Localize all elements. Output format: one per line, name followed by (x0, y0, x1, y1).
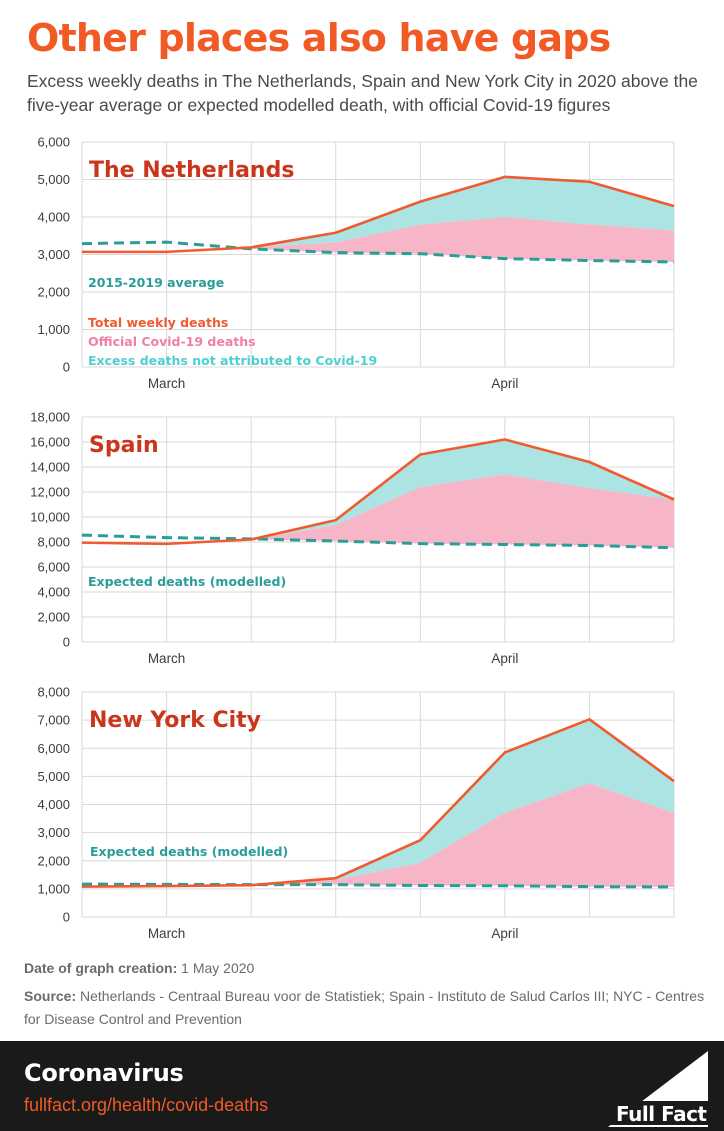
panel-title-new-york-city: New York City (89, 708, 261, 733)
graph-date-value: 1 May 2020 (181, 960, 255, 976)
y-tick-label: 6,000 (37, 135, 70, 150)
legend-label: Expected deaths (modelled) (90, 844, 288, 859)
covid-area-new-york-city (82, 783, 674, 887)
chart-new-york-city: 0 1,000 2,000 3,000 4,000 5,000 6,000 7,000 8,00… (0, 680, 724, 950)
legend-label: 2015-2019 average (88, 275, 224, 290)
page-subtitle: Excess weekly deaths in The Netherlands,… (27, 71, 698, 115)
panel-title-spain: Spain (89, 433, 159, 458)
legend-label: Excess deaths not attributed to Covid-19 (88, 353, 377, 368)
source-label: Source: (24, 988, 77, 1004)
y-tick-label: 8,000 (37, 685, 70, 700)
source-note: Source: Netherlands - Centraal Bureau vo… (24, 985, 714, 1031)
total-line-spain (81, 438, 675, 546)
logo-text: Full Fact (616, 1102, 707, 1126)
panel-title-the-netherlands: The Netherlands (89, 158, 294, 183)
y-tick-label: 12,000 (30, 485, 70, 500)
source-text: Netherlands - Centraal Bureau voor de St… (24, 988, 705, 1027)
footer-topic: Coronavirus (24, 1059, 184, 1087)
y-tick-label: 6,000 (37, 741, 70, 756)
y-tick-label: 0 (63, 910, 70, 925)
chart-netherlands: 0 1,000 2,000 3,000 4,000 5,000 6,000 March Apri… (0, 130, 724, 400)
baseline-line-the-netherlands (81, 240, 675, 264)
total-line-the-netherlands (82, 175, 675, 254)
excess-area-spain (82, 439, 674, 544)
y-tick-label: 2,000 (37, 853, 70, 868)
total-line-new-york-city (81, 717, 675, 888)
x-tick-label: March (148, 651, 186, 666)
y-tick-label: 2,000 (37, 610, 70, 625)
page-title: Other places also have gaps (27, 16, 611, 60)
y-tick-label: 4,000 (37, 210, 70, 225)
footer-bar: Coronavirus fullfact.org/health/covid-de… (0, 1041, 724, 1131)
x-tick-label: March (148, 926, 186, 941)
graph-date: Date of graph creation: 1 May 2020 (24, 957, 714, 980)
y-tick-label: 3,000 (37, 825, 70, 840)
x-tick-label: April (491, 651, 518, 666)
footer-link[interactable]: fullfact.org/health/covid-deaths (24, 1095, 269, 1115)
x-tick-label: March (148, 376, 186, 391)
chart-spain-svg: 0 2,000 4,000 6,000 8,000 10,000 12,000 14,000 1… (30, 410, 675, 666)
legend-label: Official Covid-19 deaths (88, 334, 256, 349)
y-tick-label: 8,000 (37, 535, 70, 550)
y-tick-label: 0 (63, 360, 70, 375)
y-tick-label: 4,000 (37, 585, 70, 600)
baseline-line-spain (81, 533, 675, 550)
covid-area-spain (82, 474, 674, 548)
y-tick-label: 14,000 (30, 460, 70, 475)
y-tick-label: 5,000 (37, 769, 70, 784)
y-tick-label: 2,000 (37, 285, 70, 300)
chart-spain: 0 2,000 4,000 6,000 8,000 10,000 12,000 14,000 1… (0, 405, 724, 675)
legend-label: Total weekly deaths (88, 315, 228, 330)
y-tick-label: 10,000 (30, 510, 70, 525)
chart-new-york-city-svg: 0 1,000 2,000 3,000 4,000 5,000 6,000 7,000 8,00… (37, 685, 675, 941)
baseline-line-new-york-city (81, 882, 675, 889)
y-tick-label: 16,000 (30, 435, 70, 450)
y-tick-label: 7,000 (37, 713, 70, 728)
full-fact-logo: Full Fact (608, 1051, 708, 1127)
y-tick-label: 3,000 (37, 247, 70, 262)
legend-label: Expected deaths (modelled) (88, 574, 286, 589)
y-tick-label: 18,000 (30, 410, 70, 425)
y-tick-label: 1,000 (37, 322, 70, 337)
chart-netherlands-svg: 0 1,000 2,000 3,000 4,000 5,000 6,000 March Apri… (37, 135, 675, 391)
covid-area-the-netherlands (82, 217, 674, 262)
y-tick-label: 6,000 (37, 560, 70, 575)
x-tick-label: April (491, 926, 518, 941)
y-tick-label: 0 (63, 635, 70, 650)
y-tick-label: 5,000 (37, 172, 70, 187)
x-tick-label: April (491, 376, 518, 391)
y-tick-label: 1,000 (37, 881, 70, 896)
excess-area-the-netherlands (82, 176, 674, 252)
y-tick-label: 4,000 (37, 797, 70, 812)
excess-area-new-york-city (82, 719, 674, 887)
graph-date-label: Date of graph creation: (24, 960, 178, 976)
